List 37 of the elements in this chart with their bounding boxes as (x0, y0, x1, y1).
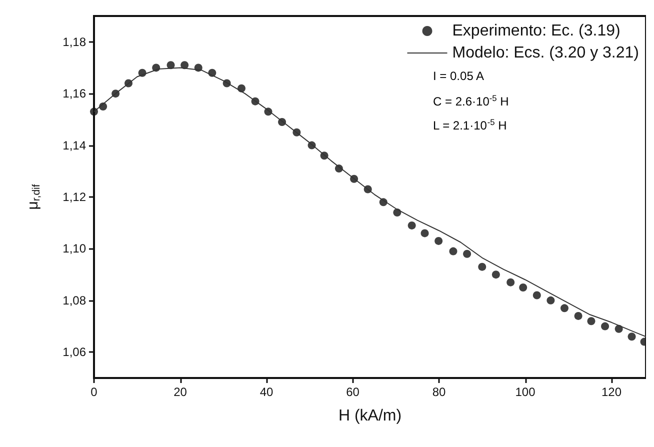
x-tick-label: 100 (515, 385, 536, 399)
legend-label: Experimento: Ec. (3.19) (452, 22, 620, 40)
x-tick-label: 20 (174, 385, 188, 399)
y-tick-label: 1,06 (62, 345, 86, 360)
point (560, 304, 568, 312)
y-axis-title: μr,dif (24, 184, 42, 210)
point (434, 236, 443, 245)
legend-label: Modelo: Ecs. (3.20 y 3.21) (452, 44, 640, 62)
point (506, 278, 515, 286)
x-tick-label: 0 (90, 385, 98, 399)
x-tick-label: 60 (346, 385, 360, 399)
point (628, 332, 636, 341)
point (546, 296, 555, 304)
x-tick-label: 40 (260, 385, 274, 399)
point (587, 317, 596, 326)
annotation: I = 0.05 A (433, 69, 484, 83)
y-tick-label: 1,10 (62, 242, 86, 256)
x-tick-label: 120 (601, 385, 622, 399)
point (478, 262, 486, 271)
point (420, 229, 429, 238)
point (519, 284, 528, 292)
point (532, 291, 541, 300)
y-tick-label: 1,08 (62, 293, 86, 308)
y-tick-label: 1,18 (62, 34, 86, 49)
x-tick-label: 80 (432, 385, 446, 399)
y-tick-label: 1,16 (62, 86, 86, 101)
point (574, 312, 582, 320)
y-tick-label: 1,12 (62, 190, 86, 204)
point (408, 221, 416, 230)
point (601, 322, 610, 330)
point (492, 270, 500, 279)
point (463, 250, 472, 258)
point (180, 61, 189, 70)
x-axis-title: H (kA/m) (338, 408, 402, 424)
point (449, 247, 458, 256)
point (90, 108, 98, 116)
y-tick-label: 1,14 (62, 138, 86, 152)
